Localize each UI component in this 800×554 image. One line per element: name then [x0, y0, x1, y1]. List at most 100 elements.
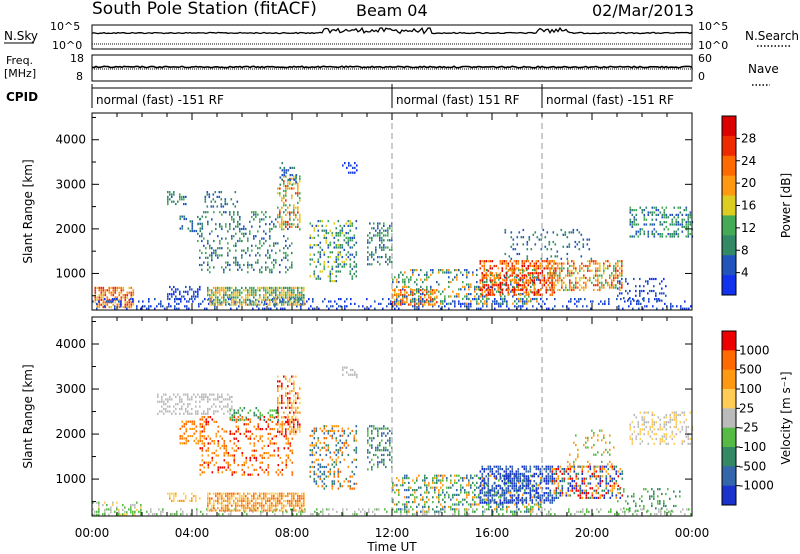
velocity-cell: [347, 444, 350, 447]
power-cell: [430, 293, 432, 296]
power-cell: [265, 294, 267, 297]
velocity-cell: [319, 449, 322, 452]
power-cell: [504, 300, 506, 303]
velocity-cell: [432, 477, 434, 480]
power-cell: [619, 280, 621, 283]
velocity-cell: [476, 508, 478, 511]
power-cell: [643, 233, 646, 236]
power-cell: [345, 236, 348, 239]
velocity-cell: [325, 429, 328, 433]
velocity-cell: [173, 393, 175, 396]
velocity-cell: [207, 504, 209, 507]
velocity-cell: [243, 464, 246, 467]
power-cell: [514, 278, 516, 281]
velocity-cell: [440, 493, 442, 496]
velocity-cell: [233, 461, 236, 464]
power-cell: [291, 197, 293, 200]
velocity-cell: [297, 502, 299, 505]
power-cell: [251, 266, 253, 269]
power-cell: [205, 251, 207, 255]
power-cell: [233, 211, 235, 214]
power-cell: [251, 215, 253, 219]
power-cell: [230, 307, 232, 310]
power-cell: [516, 243, 519, 246]
power-cell: [297, 296, 299, 299]
power-cell: [237, 223, 239, 226]
velocity-cell: [263, 507, 265, 510]
velocity-cell: [277, 385, 279, 388]
power-cell: [283, 174, 286, 177]
power-cell: [263, 237, 265, 240]
power-cell: [290, 298, 292, 301]
velocity-cell: [313, 432, 316, 435]
power-cell: [346, 298, 348, 301]
velocity-cell: [620, 508, 622, 511]
power-cell: [547, 262, 549, 265]
velocity-cell: [375, 449, 377, 452]
velocity-cell: [229, 492, 231, 495]
velocity-cell: [408, 486, 410, 489]
power-cell: [379, 263, 381, 266]
power-cell: [387, 234, 389, 237]
power-cell: [308, 298, 310, 301]
velocity-cell: [335, 453, 338, 457]
power-cell: [279, 194, 281, 197]
velocity-cell: [241, 495, 243, 498]
cpid-segment-label: normal (fast) -151 RF: [96, 93, 224, 107]
velocity-cell: [291, 421, 293, 424]
velocity-cell: [169, 495, 171, 498]
velocity-cell: [209, 416, 212, 419]
power-cell: [587, 269, 589, 272]
velocity-cell: [205, 418, 208, 421]
velocity-cell: [213, 492, 215, 495]
velocity-cell: [279, 499, 281, 502]
power-cell: [251, 303, 253, 306]
velocity-cell: [458, 474, 460, 477]
power-cell: [106, 289, 109, 292]
velocity-cell: [209, 497, 211, 500]
power-cell: [444, 305, 446, 308]
power-cell: [619, 282, 621, 285]
power-cell: [464, 305, 466, 308]
power-cell: [279, 298, 281, 301]
power-cell: [621, 274, 623, 277]
velocity-cell: [342, 368, 344, 372]
power-cell: [645, 223, 648, 226]
power-cell: [215, 227, 217, 231]
power-cell: [516, 302, 518, 305]
power-cell: [344, 162, 346, 165]
velocity-cell: [436, 510, 438, 513]
power-cell: [317, 234, 320, 237]
velocity-cell: [624, 513, 626, 516]
power-cell: [432, 269, 434, 272]
power-cell: [289, 204, 291, 207]
velocity-cell: [261, 502, 263, 505]
power-cell: [265, 286, 267, 289]
power-cell: [504, 252, 507, 256]
power-cell: [247, 237, 249, 240]
power-cell: [227, 263, 229, 267]
power-cell: [344, 305, 346, 308]
velocity-cell: [438, 489, 440, 492]
velocity-cell: [281, 382, 283, 385]
power-cell: [522, 269, 524, 272]
power-cell: [279, 271, 281, 274]
velocity-cell: [257, 507, 259, 510]
power-cell: [96, 307, 98, 310]
velocity-cell: [233, 442, 236, 445]
power-cell: [249, 303, 251, 306]
power-cell: [367, 251, 369, 254]
velocity-cell: [289, 377, 291, 381]
power-cell: [385, 253, 387, 256]
power-cell: [291, 177, 293, 180]
velocity-cell: [229, 412, 231, 415]
velocity-cell: [327, 429, 330, 433]
power-cell: [181, 295, 183, 298]
power-cell: [199, 285, 201, 289]
power-cell: [230, 298, 232, 301]
velocity-cell: [291, 401, 293, 405]
power-cell: [235, 244, 237, 247]
velocity-cell: [227, 452, 230, 455]
velocity-cell: [165, 407, 167, 411]
velocity-cell: [293, 428, 295, 431]
